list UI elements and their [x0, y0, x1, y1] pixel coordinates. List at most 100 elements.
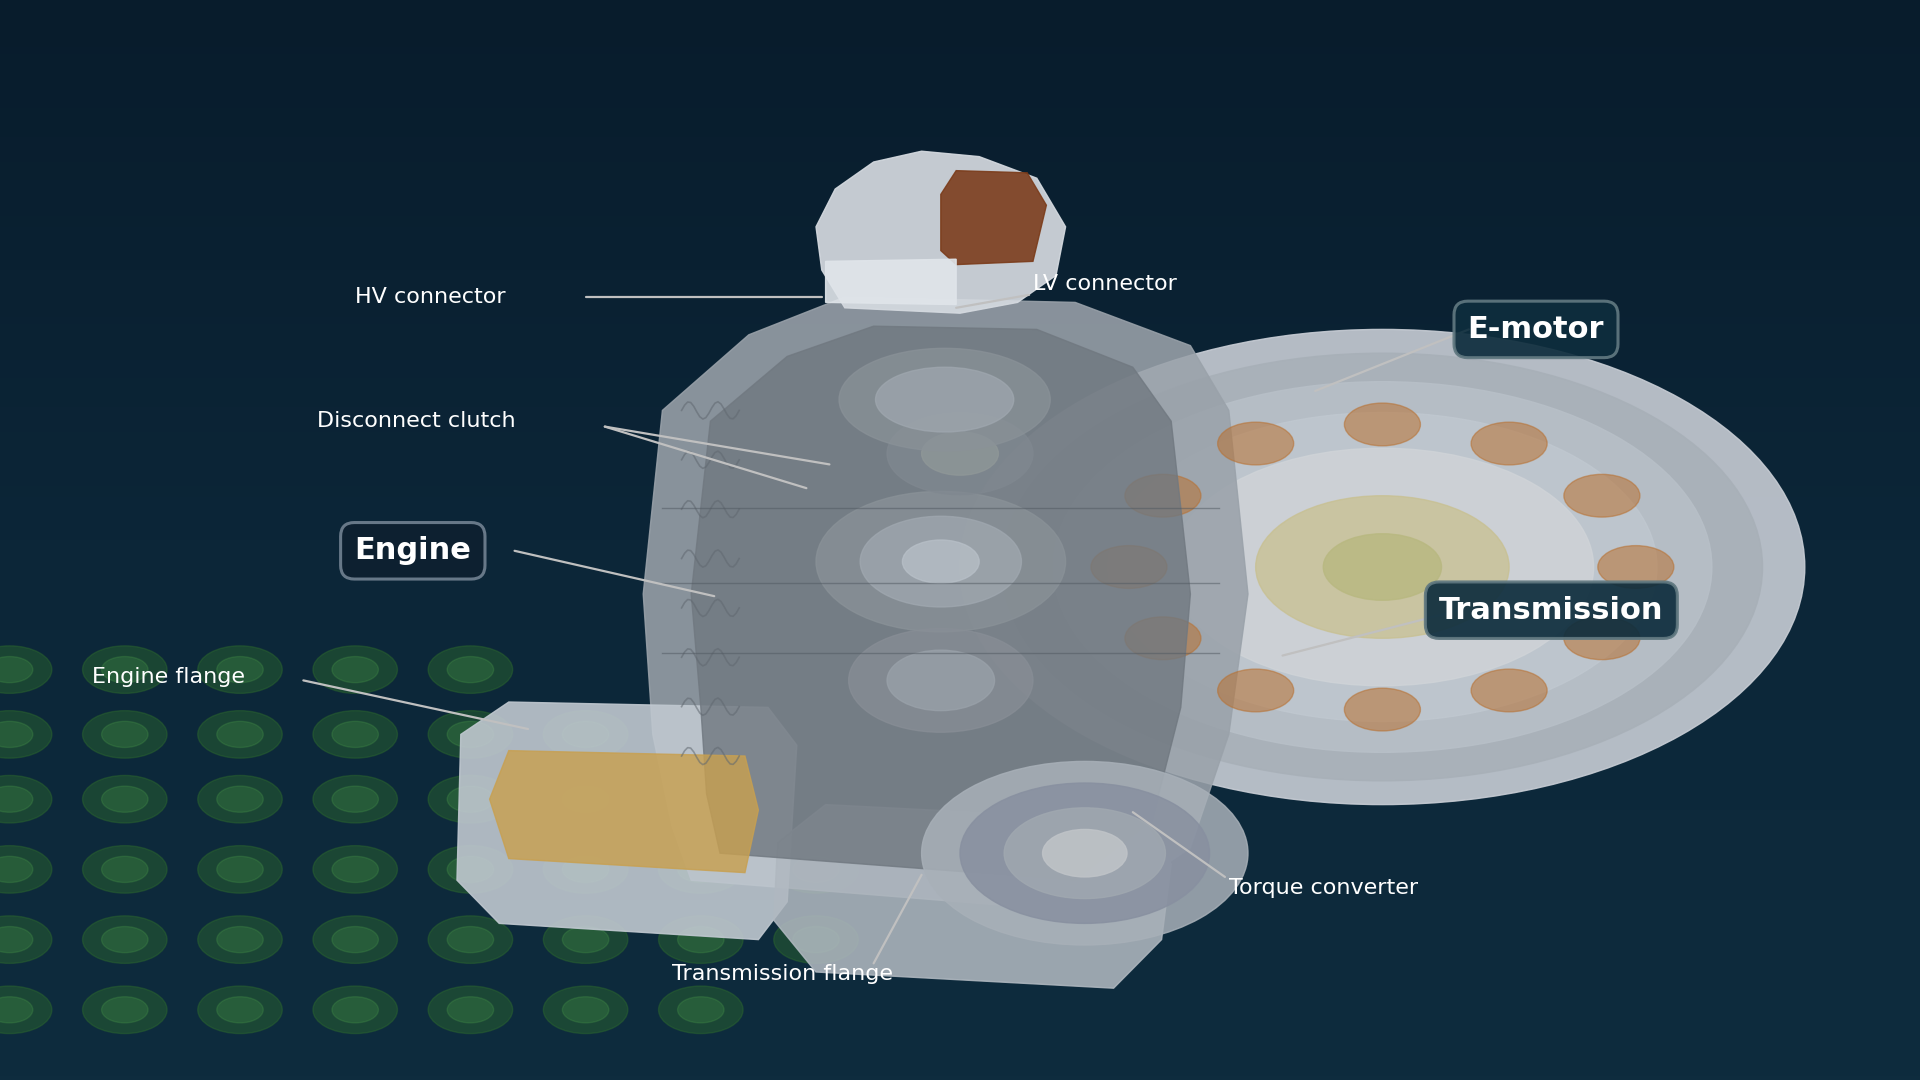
Circle shape [1091, 545, 1167, 589]
Polygon shape [643, 297, 1248, 913]
Circle shape [0, 856, 33, 882]
Circle shape [543, 711, 628, 758]
Text: Engine: Engine [355, 537, 470, 565]
Circle shape [447, 856, 493, 882]
Circle shape [83, 916, 167, 963]
Circle shape [0, 986, 52, 1034]
Circle shape [543, 775, 628, 823]
Circle shape [774, 916, 858, 963]
Circle shape [1002, 353, 1763, 781]
Circle shape [313, 711, 397, 758]
Circle shape [678, 856, 724, 882]
Circle shape [563, 997, 609, 1023]
Circle shape [0, 711, 52, 758]
Circle shape [1217, 422, 1294, 464]
Circle shape [543, 986, 628, 1034]
Circle shape [659, 916, 743, 963]
Circle shape [678, 927, 724, 953]
Circle shape [198, 846, 282, 893]
Polygon shape [691, 326, 1190, 880]
Circle shape [447, 997, 493, 1023]
Circle shape [332, 997, 378, 1023]
Circle shape [332, 657, 378, 683]
Circle shape [0, 916, 52, 963]
Circle shape [793, 856, 839, 882]
Circle shape [0, 786, 33, 812]
Circle shape [102, 927, 148, 953]
Circle shape [83, 711, 167, 758]
Circle shape [659, 986, 743, 1034]
Polygon shape [490, 751, 758, 873]
Circle shape [313, 775, 397, 823]
Polygon shape [941, 171, 1046, 265]
Circle shape [1344, 403, 1421, 446]
Circle shape [428, 711, 513, 758]
Circle shape [563, 721, 609, 747]
Circle shape [447, 657, 493, 683]
Circle shape [428, 986, 513, 1034]
Circle shape [793, 927, 839, 953]
Circle shape [313, 986, 397, 1034]
Circle shape [313, 646, 397, 693]
Circle shape [1108, 413, 1657, 721]
Circle shape [887, 650, 995, 711]
Circle shape [332, 786, 378, 812]
Text: Disconnect clutch: Disconnect clutch [317, 411, 515, 431]
Circle shape [332, 927, 378, 953]
Circle shape [217, 856, 263, 882]
Circle shape [83, 846, 167, 893]
Circle shape [102, 721, 148, 747]
Circle shape [1125, 474, 1200, 517]
Circle shape [849, 629, 1033, 732]
Circle shape [0, 846, 52, 893]
Text: HV connector: HV connector [355, 287, 505, 307]
Circle shape [678, 997, 724, 1023]
Circle shape [1471, 670, 1548, 712]
Circle shape [902, 540, 979, 583]
Circle shape [313, 916, 397, 963]
Circle shape [678, 786, 724, 812]
Circle shape [1217, 670, 1294, 712]
Circle shape [217, 721, 263, 747]
Circle shape [332, 721, 378, 747]
Circle shape [198, 986, 282, 1034]
Text: Torque converter: Torque converter [1229, 878, 1419, 897]
Circle shape [198, 711, 282, 758]
Circle shape [860, 516, 1021, 607]
Circle shape [1043, 829, 1127, 877]
Circle shape [0, 721, 33, 747]
Circle shape [102, 856, 148, 882]
Polygon shape [774, 805, 1171, 988]
Circle shape [1052, 381, 1713, 753]
Ellipse shape [876, 367, 1014, 432]
Circle shape [543, 916, 628, 963]
Circle shape [102, 657, 148, 683]
Circle shape [198, 775, 282, 823]
Circle shape [83, 646, 167, 693]
Circle shape [1565, 474, 1640, 517]
Circle shape [1471, 422, 1548, 464]
Circle shape [428, 775, 513, 823]
Circle shape [1125, 617, 1200, 660]
Circle shape [1171, 448, 1594, 686]
Circle shape [0, 657, 33, 683]
Circle shape [0, 997, 33, 1023]
Circle shape [217, 657, 263, 683]
Circle shape [960, 329, 1805, 805]
Polygon shape [826, 259, 956, 305]
Circle shape [102, 997, 148, 1023]
Circle shape [198, 916, 282, 963]
Circle shape [1004, 808, 1165, 899]
Circle shape [332, 856, 378, 882]
Circle shape [922, 432, 998, 475]
Circle shape [428, 846, 513, 893]
Circle shape [313, 846, 397, 893]
Text: Transmission flange: Transmission flange [672, 964, 893, 984]
Circle shape [447, 786, 493, 812]
Circle shape [774, 846, 858, 893]
Circle shape [217, 927, 263, 953]
Circle shape [659, 775, 743, 823]
Text: E-motor: E-motor [1467, 315, 1605, 343]
Ellipse shape [839, 348, 1050, 451]
Circle shape [1323, 534, 1442, 600]
